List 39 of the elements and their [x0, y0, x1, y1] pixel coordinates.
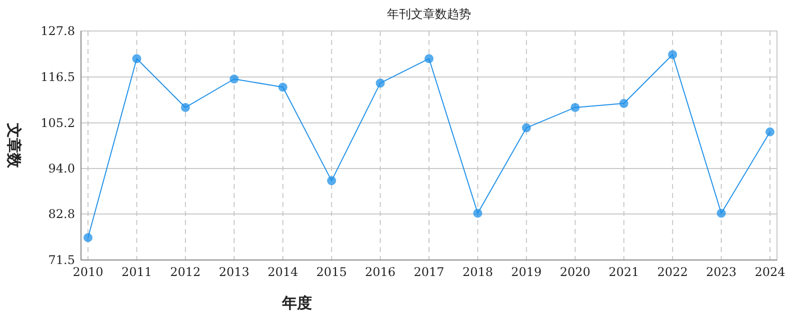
y-tick-label: 116.5	[40, 70, 75, 84]
point	[84, 233, 92, 242]
chart-title: 年刊文章数趋势	[387, 7, 471, 21]
point	[424, 54, 434, 64]
point	[716, 208, 726, 218]
point	[278, 82, 288, 92]
point	[327, 176, 336, 186]
x-tick-label: 2023	[706, 265, 737, 279]
y-tick-label: 127.8	[40, 24, 75, 38]
x-tick-label: 2018	[462, 265, 493, 279]
x-tick-label: 2010	[72, 265, 104, 279]
x-tick-label: 2022	[657, 265, 688, 279]
x-tick-label: 2024	[754, 265, 786, 279]
point	[766, 127, 774, 136]
point	[180, 102, 190, 112]
x-tick-label: 2013	[218, 265, 250, 279]
x-tick-label: 2011	[121, 265, 152, 279]
point	[619, 98, 628, 108]
y-tick-label: 94.0	[48, 161, 75, 176]
y-tick-label: 71.5	[48, 253, 75, 267]
y-tick-label: 105.2	[40, 116, 75, 130]
x-tick-label: 2020	[560, 265, 590, 279]
y-axis-title: 文章数	[5, 122, 23, 169]
x-tick-label: 2021	[608, 265, 640, 279]
x-tick-label: 2012	[170, 265, 201, 279]
x-tick-label: 2016	[365, 265, 396, 279]
x-tick-label: 2014	[268, 265, 298, 279]
point	[570, 102, 580, 112]
point	[376, 78, 385, 88]
point	[668, 50, 678, 60]
x-tick-label: 2017	[414, 265, 444, 279]
x-tick-label: 2019	[511, 265, 542, 279]
point	[230, 74, 239, 84]
x-tick-label: 2015	[316, 265, 347, 279]
point	[522, 123, 531, 132]
point	[473, 208, 482, 218]
point	[132, 54, 142, 64]
x-axis-title: 年度	[281, 294, 312, 312]
y-tick-label: 82.8	[48, 207, 75, 222]
